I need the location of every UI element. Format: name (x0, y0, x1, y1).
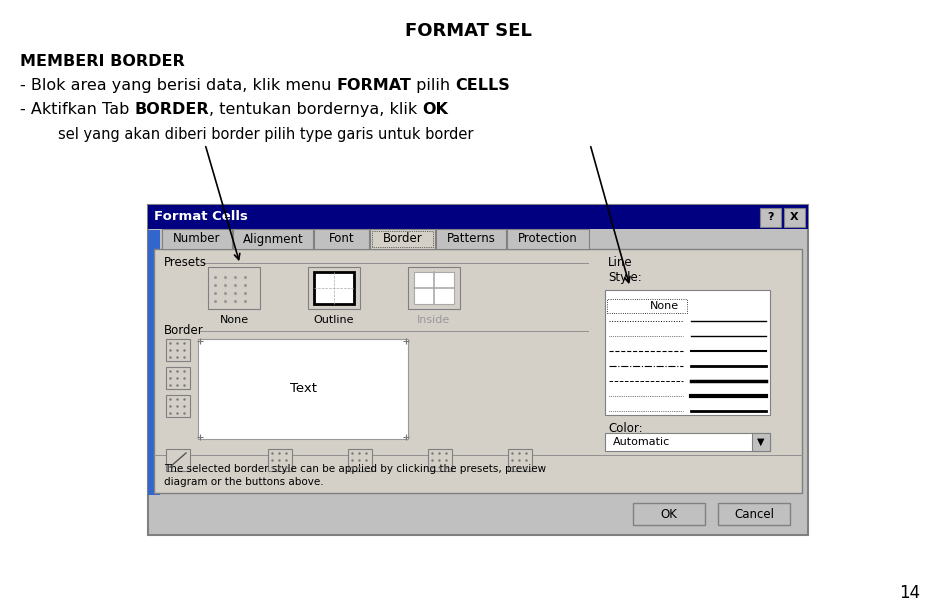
Text: diagram or the buttons above.: diagram or the buttons above. (164, 477, 324, 487)
Text: Number: Number (173, 233, 221, 245)
Text: - Aktifkan Tab: - Aktifkan Tab (20, 102, 135, 117)
Bar (718, 503, 790, 525)
Bar (370, 229, 435, 249)
Text: Alignment: Alignment (242, 233, 303, 245)
Text: Border: Border (164, 324, 204, 337)
Text: ▼: ▼ (757, 437, 765, 447)
Bar (605, 290, 770, 415)
Text: 14: 14 (899, 584, 920, 602)
Bar (633, 503, 705, 525)
Bar (314, 229, 369, 249)
Bar (166, 449, 190, 471)
Bar (308, 267, 360, 309)
Text: CELLS: CELLS (456, 78, 510, 93)
Bar (605, 433, 770, 451)
Text: Cancel: Cancel (734, 507, 774, 520)
Bar (154, 249, 802, 493)
Bar (208, 267, 260, 309)
Text: MEMBERI BORDER: MEMBERI BORDER (20, 54, 184, 69)
Text: Style:: Style: (608, 271, 642, 283)
Text: , tentukan bordernya, klik: , tentukan bordernya, klik (209, 102, 422, 117)
Text: X: X (790, 212, 798, 222)
Bar (268, 449, 292, 471)
Bar (752, 433, 770, 451)
Bar (607, 299, 687, 313)
Bar (166, 367, 190, 389)
Text: BORDER: BORDER (135, 102, 209, 117)
Text: sel yang akan diberi border pilih type garis untuk border: sel yang akan diberi border pilih type g… (58, 127, 474, 142)
Bar (414, 272, 454, 304)
Text: FORMAT: FORMAT (337, 78, 412, 93)
Bar (166, 339, 190, 361)
Text: Line: Line (608, 256, 633, 269)
Bar (148, 230, 160, 495)
Bar (148, 205, 808, 535)
Text: FORMAT SEL: FORMAT SEL (404, 22, 532, 40)
Text: None: None (219, 315, 249, 325)
Text: OK: OK (661, 507, 678, 520)
Text: Border: Border (383, 233, 422, 245)
Text: pilih: pilih (412, 78, 456, 93)
Text: Protection: Protection (519, 233, 578, 245)
Bar (760, 208, 781, 227)
Bar (784, 208, 805, 227)
Text: OK: OK (422, 102, 448, 117)
Bar (372, 231, 433, 247)
Text: ?: ? (768, 212, 774, 222)
Bar (314, 272, 354, 304)
Text: Inside: Inside (417, 315, 450, 325)
Text: Outline: Outline (314, 315, 354, 325)
Text: Color:: Color: (608, 422, 643, 436)
Bar (198, 339, 408, 439)
Bar (508, 449, 532, 471)
Bar (507, 229, 589, 249)
Text: Automatic: Automatic (613, 437, 670, 447)
Bar (348, 449, 372, 471)
Text: Patterns: Patterns (446, 233, 495, 245)
Bar (160, 230, 164, 495)
Bar (162, 229, 232, 249)
Text: None: None (650, 301, 680, 311)
Text: Presets: Presets (164, 256, 207, 269)
Text: Text: Text (289, 382, 316, 395)
Text: - Blok area yang berisi data, klik menu: - Blok area yang berisi data, klik menu (20, 78, 337, 93)
Bar (233, 229, 313, 249)
Text: The selected border style can be applied by clicking the presets, preview: The selected border style can be applied… (164, 464, 546, 474)
Bar (166, 395, 190, 417)
Bar (428, 449, 452, 471)
Text: Format Cells: Format Cells (154, 211, 248, 223)
Bar (408, 267, 460, 309)
Bar (436, 229, 506, 249)
Bar (148, 205, 808, 229)
Text: Font: Font (329, 233, 355, 245)
